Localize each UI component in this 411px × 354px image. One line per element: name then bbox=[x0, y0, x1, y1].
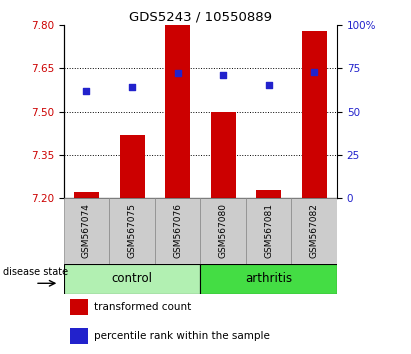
Text: arthritis: arthritis bbox=[245, 272, 292, 285]
Text: disease state: disease state bbox=[3, 267, 68, 277]
Bar bbox=[120, 135, 145, 198]
Point bbox=[311, 69, 318, 74]
Bar bbox=[201, 264, 337, 294]
Bar bbox=[70, 299, 88, 315]
Point bbox=[220, 73, 226, 78]
Bar bbox=[210, 112, 236, 198]
Text: GSM567076: GSM567076 bbox=[173, 204, 182, 258]
Point bbox=[174, 70, 181, 76]
Text: control: control bbox=[111, 272, 152, 285]
Text: GSM567082: GSM567082 bbox=[310, 204, 319, 258]
Bar bbox=[70, 328, 88, 344]
Text: GSM567075: GSM567075 bbox=[127, 204, 136, 258]
Text: transformed count: transformed count bbox=[94, 302, 191, 313]
Point bbox=[129, 84, 135, 90]
Bar bbox=[302, 30, 327, 198]
Bar bbox=[291, 198, 337, 264]
Bar bbox=[256, 189, 281, 198]
Text: GSM567080: GSM567080 bbox=[219, 204, 228, 258]
Point bbox=[83, 88, 90, 94]
Text: GSM567081: GSM567081 bbox=[264, 204, 273, 258]
Bar bbox=[74, 193, 99, 198]
Bar bbox=[64, 198, 109, 264]
Title: GDS5243 / 10550889: GDS5243 / 10550889 bbox=[129, 11, 272, 24]
Text: GSM567074: GSM567074 bbox=[82, 204, 91, 258]
Bar bbox=[64, 264, 201, 294]
Bar bbox=[109, 198, 155, 264]
Bar bbox=[246, 198, 291, 264]
Point bbox=[266, 82, 272, 88]
Text: percentile rank within the sample: percentile rank within the sample bbox=[94, 331, 270, 341]
Bar bbox=[165, 25, 190, 198]
Bar bbox=[155, 198, 201, 264]
Bar bbox=[201, 198, 246, 264]
